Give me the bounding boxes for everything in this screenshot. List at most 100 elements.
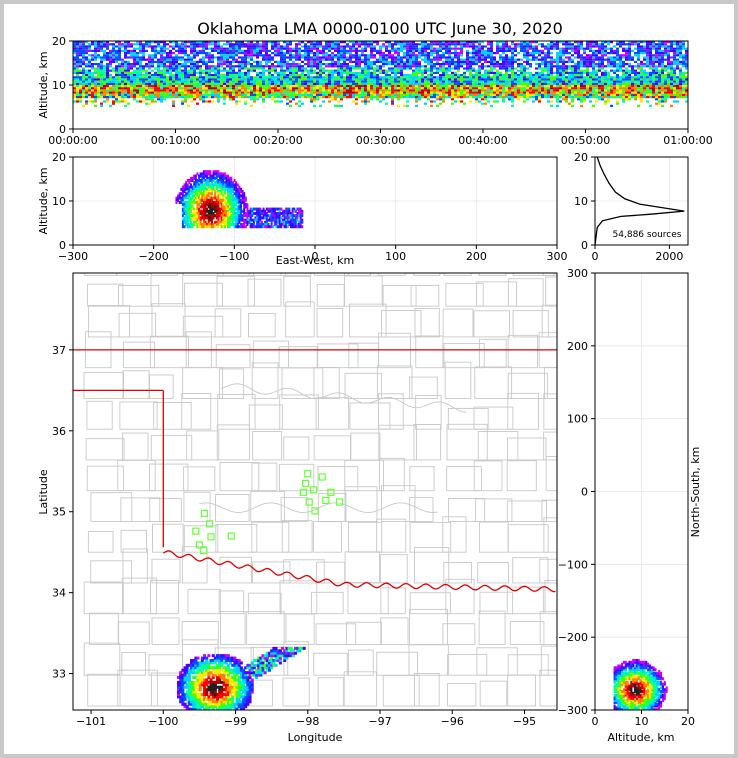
- density-cell: [364, 93, 367, 96]
- density-cell: [544, 63, 547, 66]
- density-cell: [94, 45, 97, 48]
- density-cell: [685, 80, 688, 83]
- density-cell: [661, 96, 664, 99]
- density-cell: [349, 91, 352, 94]
- density-cell: [466, 60, 469, 63]
- density-cell: [670, 49, 673, 52]
- density-cell: [304, 76, 307, 79]
- density-cell: [637, 87, 640, 90]
- density-cell: [124, 74, 127, 77]
- density-cell: [496, 52, 499, 55]
- density-cell: [214, 56, 217, 59]
- density-cell: [319, 65, 322, 68]
- density-cell: [346, 87, 349, 90]
- density-cell: [349, 78, 352, 81]
- density-cell: [274, 78, 277, 81]
- density-cell: [79, 69, 82, 72]
- density-cell: [289, 71, 292, 74]
- density-cell: [397, 89, 400, 92]
- density-cell: [277, 52, 280, 55]
- density-cell: [478, 76, 481, 79]
- density-cell: [316, 45, 319, 48]
- density-cell: [685, 65, 688, 68]
- density-cell: [364, 49, 367, 52]
- density-cell: [157, 89, 160, 92]
- density-cell: [217, 63, 220, 66]
- density-cell: [190, 89, 193, 92]
- density-cell: [400, 93, 403, 96]
- density-cell: [88, 63, 91, 66]
- density-cell: [520, 91, 523, 94]
- density-cell: [397, 49, 400, 52]
- density-cell: [295, 87, 298, 90]
- density-cell: [535, 56, 538, 59]
- density-cell: [580, 98, 583, 101]
- figure-canvas: Oklahoma LMA 0000-0100 UTC June 30, 2020…: [4, 4, 734, 754]
- density-cell: [88, 47, 91, 50]
- density-cell: [550, 93, 553, 96]
- density-cell: [415, 67, 418, 70]
- density-cell: [115, 71, 118, 74]
- density-cell: [151, 89, 154, 92]
- density-cell: [79, 47, 82, 50]
- density-cell: [319, 43, 322, 46]
- density-cell: [451, 63, 454, 66]
- density-cell: [574, 96, 577, 99]
- density-cell: [202, 60, 205, 63]
- density-cell: [307, 71, 310, 74]
- density-cell: [286, 67, 289, 70]
- density-cell: [454, 49, 457, 52]
- density-cell: [502, 100, 505, 103]
- density-cell: [346, 63, 349, 66]
- density-cell: [121, 87, 124, 90]
- density-cell: [310, 98, 313, 101]
- density-cell: [247, 67, 250, 70]
- density-cell: [79, 87, 82, 90]
- density-cell: [418, 49, 421, 52]
- density-cell: [154, 49, 157, 52]
- density-cell: [115, 85, 118, 88]
- density-cell: [217, 41, 220, 44]
- density-cell: [421, 49, 424, 52]
- density-cell: [565, 47, 568, 50]
- density-cell: [151, 74, 154, 77]
- density-cell: [313, 93, 316, 96]
- density-cell: [415, 96, 418, 99]
- density-cell: [592, 60, 595, 63]
- density-cell: [100, 82, 103, 85]
- density-cell: [415, 47, 418, 50]
- density-cell: [400, 78, 403, 81]
- density-cell: [592, 41, 595, 44]
- density-cell: [136, 93, 139, 96]
- density-cell: [406, 87, 409, 90]
- density-cell: [94, 52, 97, 55]
- density-cell: [523, 74, 526, 77]
- density-cell: [568, 87, 571, 90]
- density-cell: [76, 78, 79, 81]
- density-cell: [655, 98, 658, 101]
- density-cell: [289, 65, 292, 68]
- density-cell: [256, 76, 259, 79]
- density-cell: [577, 85, 580, 88]
- density-cell: [289, 67, 292, 70]
- density-cell: [334, 82, 337, 85]
- density-cell: [256, 85, 259, 88]
- density-cell: [400, 69, 403, 72]
- density-cell: [487, 65, 490, 68]
- density-cell: [664, 47, 667, 50]
- density-cell: [529, 80, 532, 83]
- density-cell: [106, 76, 109, 79]
- density-cell: [277, 71, 280, 74]
- density-cell: [226, 65, 229, 68]
- density-cell: [283, 56, 286, 59]
- x-tick-label: 00:00:00: [48, 134, 97, 147]
- density-cell: [277, 74, 280, 77]
- density-cell: [253, 47, 256, 50]
- density-cell: [397, 80, 400, 83]
- density-cell: [448, 65, 451, 68]
- density-cell: [352, 78, 355, 81]
- density-cell: [346, 91, 349, 94]
- density-cell: [568, 56, 571, 59]
- density-cell: [238, 82, 241, 85]
- density-cell: [103, 52, 106, 55]
